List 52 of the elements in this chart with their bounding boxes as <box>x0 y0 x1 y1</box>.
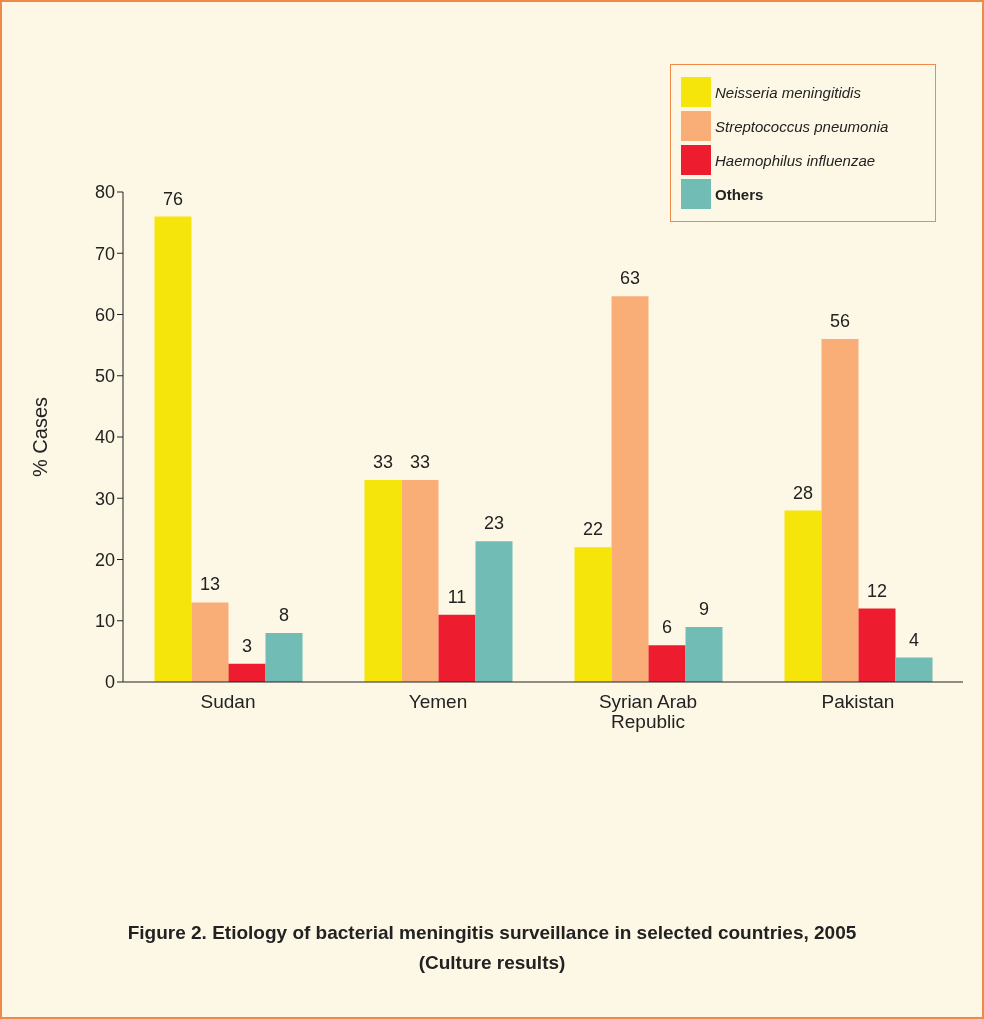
bar <box>265 633 303 682</box>
data-label: 63 <box>619 268 641 289</box>
data-label: 9 <box>698 598 710 619</box>
y-tick-label: 70 <box>94 243 115 264</box>
bar <box>685 626 723 682</box>
bar <box>784 510 822 682</box>
x-tick-label: Pakistan <box>821 691 895 712</box>
data-label: 33 <box>409 451 431 472</box>
bar <box>574 547 612 682</box>
x-tick-label: Syrian Arab Republic <box>598 691 698 732</box>
data-label: 28 <box>792 482 814 503</box>
data-label: 8 <box>278 605 290 625</box>
data-label: 22 <box>582 519 604 540</box>
y-tick-label: 0 <box>104 672 115 693</box>
x-tick-label: Yemen <box>408 691 468 712</box>
text: Figure 2. Etiology of bacterial meningitis surveillance in selected countries, 2005 <box>126 921 858 945</box>
y-tick-label: 80 <box>94 182 115 203</box>
data-label: 3 <box>241 635 253 656</box>
bar <box>438 614 476 682</box>
y-tick-label: 10 <box>94 611 115 632</box>
bar <box>895 657 933 682</box>
y-axis-title: % Cases <box>29 396 52 478</box>
bar <box>611 296 649 682</box>
y-tick-label: 20 <box>94 549 115 570</box>
data-label: 23 <box>483 513 505 534</box>
bar <box>154 216 192 682</box>
bar <box>648 645 686 682</box>
legend-label: Neisseria meningitidis <box>715 83 861 101</box>
bar <box>228 663 266 682</box>
y-tick-label: 40 <box>94 427 115 448</box>
data-label: 76 <box>162 188 184 209</box>
data-label: 56 <box>829 311 851 331</box>
data-label: 33 <box>372 451 394 472</box>
x-tick-label: Sudan <box>200 691 256 712</box>
bar <box>821 339 859 682</box>
data-label: 4 <box>908 629 920 650</box>
text: (Culture results) <box>417 951 567 975</box>
data-label: 13 <box>199 574 221 595</box>
y-tick-label: 50 <box>94 366 115 387</box>
data-label: 6 <box>661 617 673 638</box>
y-tick-label: 60 <box>94 304 115 325</box>
bar <box>858 608 896 682</box>
legend-label: Others <box>715 185 764 203</box>
legend-label: Streptococcus pneumonia <box>715 117 889 135</box>
bar <box>364 479 402 682</box>
bar <box>191 602 229 682</box>
bar <box>401 479 439 682</box>
y-tick-label: 30 <box>94 488 115 509</box>
data-label: 11 <box>447 586 467 607</box>
bar <box>475 541 513 682</box>
data-label: 12 <box>866 580 888 601</box>
legend-label: Haemophilus influenzae <box>715 151 876 169</box>
